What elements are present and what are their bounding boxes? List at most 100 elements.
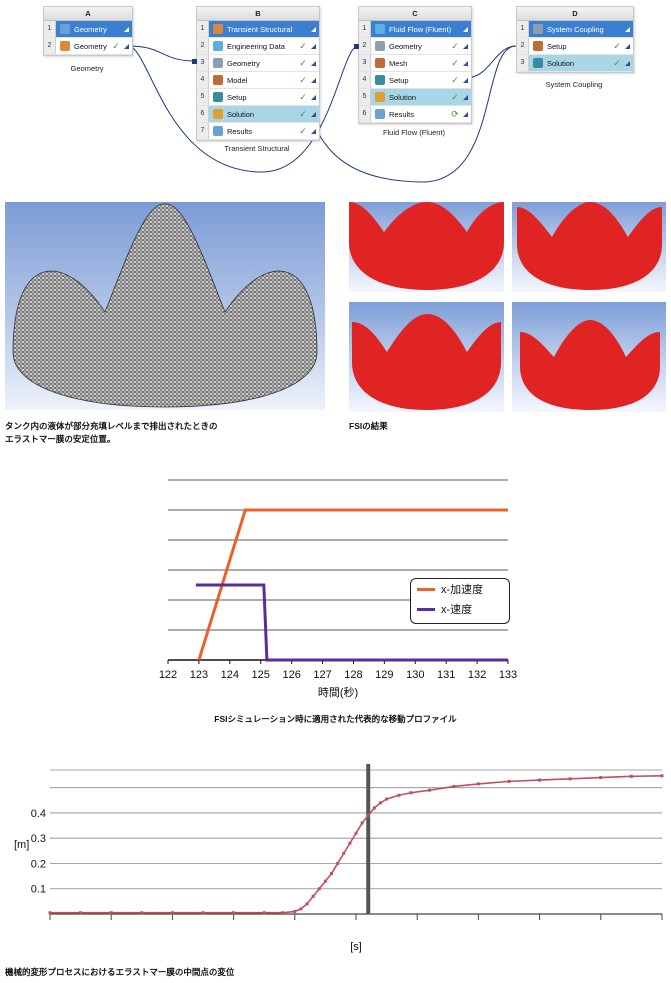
fluid-flow-fluent-icon (375, 24, 385, 34)
y-tick-label: 0.1 (31, 884, 46, 896)
system-a[interactable]: A 1 Geometry 2 Geometry ✓ (43, 6, 133, 56)
connector-triangle-icon[interactable] (463, 60, 468, 66)
system-coupling-icon (533, 24, 543, 34)
x-tick-label: 133 (499, 669, 517, 681)
row-number: 1 (44, 21, 56, 37)
system-menu-icon[interactable] (625, 26, 630, 32)
connector-triangle-icon[interactable] (311, 111, 316, 117)
cell-setup[interactable]: 5 Setup ✓ (197, 89, 319, 106)
x-tick-label: 129 (375, 669, 393, 681)
connector-triangle-icon[interactable] (463, 77, 468, 83)
cell-solution[interactable]: 6 Solution ✓ (197, 106, 319, 123)
data-point (348, 841, 352, 845)
setup-icon (375, 75, 385, 85)
row-number: 2 (197, 38, 209, 54)
cell-results[interactable]: 7 Results ✓ (197, 123, 319, 140)
row-number: 2 (44, 38, 56, 54)
cell-setup[interactable]: 4 Setup ✓ (359, 72, 471, 89)
cell-geometry[interactable]: 2 Geometry ✓ (44, 38, 132, 55)
cell-label: Setup (389, 75, 409, 85)
connector-triangle-icon[interactable] (311, 128, 316, 134)
cell-geometry[interactable]: 1 Geometry (44, 21, 132, 38)
cell-label: Fluid Flow (Fluent) (389, 24, 452, 34)
connector-triangle-icon[interactable] (463, 94, 468, 100)
cell-setup[interactable]: 2 Setup ✓ (517, 38, 633, 55)
fsi-caption: FSIの結果 (349, 421, 388, 431)
connector-triangle-icon[interactable] (625, 60, 630, 66)
mesh-caption-line1: タンク内の液体が部分充填レベルまで排出されたときの (5, 421, 218, 431)
results-icon (213, 126, 223, 136)
cell-label: System Coupling (547, 24, 604, 34)
connector-triangle-icon[interactable] (311, 77, 316, 83)
geometry-icon (60, 24, 70, 34)
cell-solution[interactable]: 3 Solution ✓ (517, 55, 633, 72)
system-menu-icon[interactable] (124, 26, 129, 32)
y-axis-label: [m] (14, 839, 29, 851)
cell-system-coupling[interactable]: 1 System Coupling (517, 21, 633, 38)
row-number: 7 (197, 123, 209, 139)
cell-fluid-flow-fluent[interactable]: 1 Fluid Flow (Fluent) (359, 21, 471, 38)
model-icon (213, 75, 223, 85)
x-tick-label: 125 (252, 669, 270, 681)
connection-port-icon[interactable] (354, 44, 359, 49)
row-number: 1 (359, 21, 371, 37)
cell-mesh[interactable]: 3 Mesh ✓ (359, 55, 471, 72)
system-d[interactable]: D 1 System Coupling 2 Setup ✓ 3 Solution ✓ (516, 6, 634, 73)
cell-label: Solution (547, 58, 575, 68)
data-point (330, 872, 334, 876)
data-point (452, 784, 456, 788)
connector-triangle-icon[interactable] (311, 94, 316, 100)
chart1-caption: FSIシミュレーション時に適用された代表的な移動プロファイル (214, 714, 457, 724)
status-check-icon: ✓ (299, 40, 307, 51)
row-number: 2 (359, 38, 371, 54)
cell-engineering-data[interactable]: 2 Engineering Data ✓ (197, 38, 319, 55)
system-menu-icon[interactable] (311, 26, 316, 32)
cell-solution[interactable]: 5 Solution ✓ (359, 89, 471, 106)
system-letter: C (359, 7, 471, 21)
solution-icon (533, 58, 543, 68)
series-velocity-line (195, 583, 508, 662)
x-tick-label: 130 (406, 669, 424, 681)
system-c[interactable]: C 1 Fluid Flow (Fluent) 2 Geometry ✓ 3 Mesh ✓ 4 Se… (358, 6, 472, 124)
cell-label: Setup (547, 41, 567, 51)
cell-geometry[interactable]: 3 Geometry ✓ (197, 55, 319, 72)
mesh-icon (375, 58, 385, 68)
connector-triangle-icon[interactable] (124, 43, 129, 49)
data-point (299, 907, 303, 911)
status-check-icon: ✓ (451, 57, 459, 68)
row-number: 5 (197, 89, 209, 105)
data-point (385, 797, 389, 801)
cell-model[interactable]: 4 Model ✓ (197, 72, 319, 89)
legend-label-accel: x-加速度 (441, 584, 484, 596)
connector-triangle-icon[interactable] (463, 43, 468, 49)
geometry-icon (60, 41, 70, 51)
system-b[interactable]: B 1 Transient Structural 2 Engineering Data ✓… (196, 6, 320, 141)
data-point (201, 911, 205, 915)
data-point (507, 779, 511, 783)
row-number: 1 (517, 21, 529, 37)
connector-triangle-icon[interactable] (625, 43, 630, 49)
status-refresh-icon: ⟳ (451, 108, 459, 119)
cell-transient-structural[interactable]: 1 Transient Structural (197, 21, 319, 38)
cell-label: Setup (227, 92, 247, 102)
status-check-icon: ✓ (451, 91, 459, 102)
system-menu-icon[interactable] (463, 26, 468, 32)
cell-label: Transient Structural (227, 24, 293, 34)
mesh-caption: タンク内の液体が部分充填レベルまで排出されたときの エラストマー膜の安定位置。 (5, 420, 335, 446)
cell-label: Solution (227, 109, 255, 119)
cell-label: Results (227, 126, 253, 136)
row-number: 4 (359, 72, 371, 88)
connector-triangle-icon[interactable] (311, 43, 316, 49)
row-number: 5 (359, 89, 371, 105)
cell-results[interactable]: 6 Results ⟳ (359, 106, 471, 123)
solution-icon (213, 109, 223, 119)
row-number: 3 (517, 55, 529, 71)
connection-port-icon[interactable] (192, 59, 197, 64)
data-point (317, 887, 321, 891)
connector-triangle-icon[interactable] (311, 60, 316, 66)
cell-geometry[interactable]: 2 Geometry ✓ (359, 38, 471, 55)
data-point (311, 894, 315, 898)
connector-triangle-icon[interactable] (463, 111, 468, 117)
x-tick-label: 126 (282, 669, 300, 681)
x-tick-label: 122 (159, 669, 177, 681)
